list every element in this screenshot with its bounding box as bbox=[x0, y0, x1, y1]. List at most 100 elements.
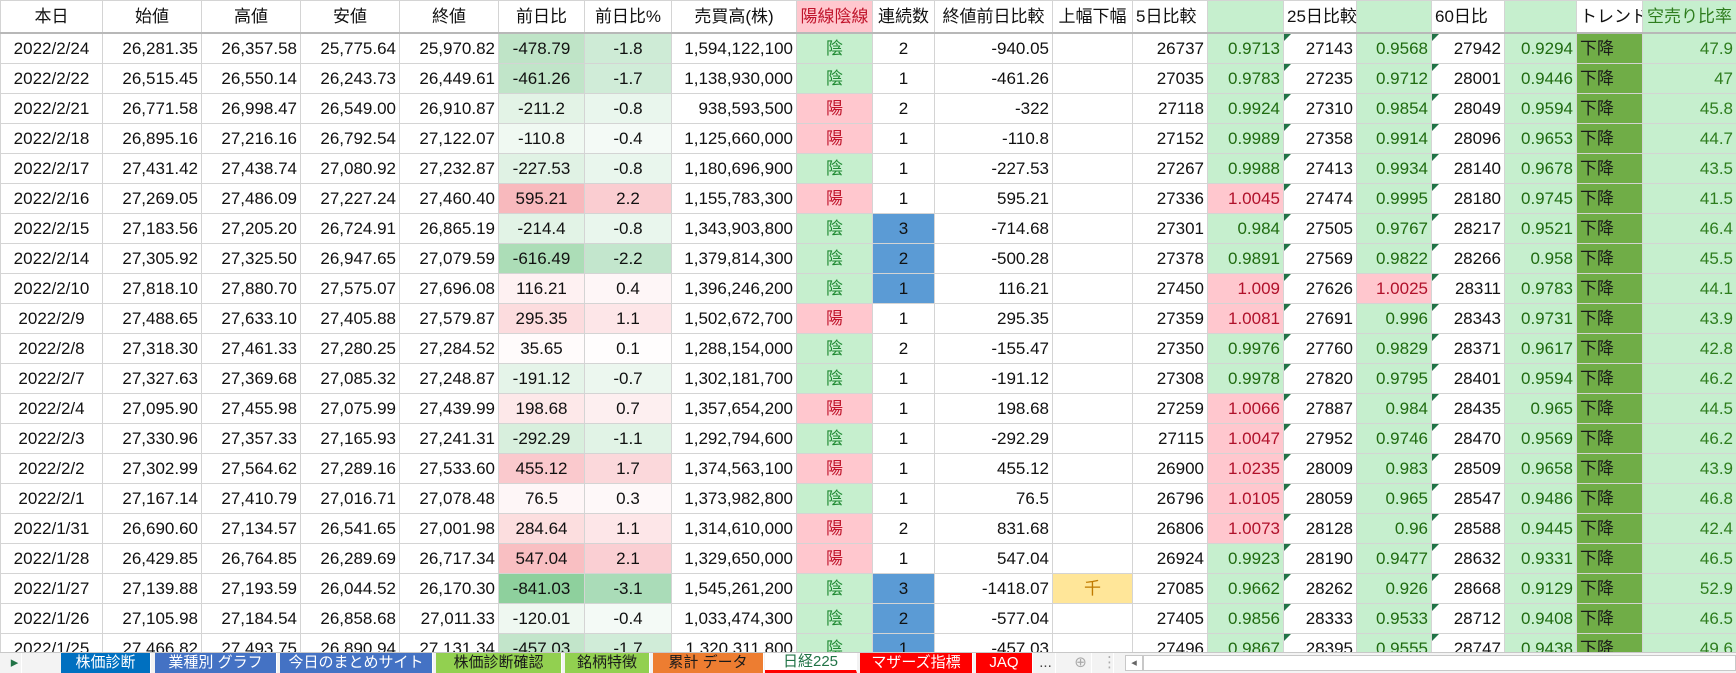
cell-close[interactable]: 27,248.87 bbox=[400, 364, 499, 394]
cell-streak[interactable]: 1 bbox=[873, 634, 935, 653]
cell-60day-ratio[interactable]: 0.9438 bbox=[1505, 634, 1577, 653]
cell-volume[interactable]: 1,502,672,700 bbox=[672, 304, 797, 334]
cell-close[interactable]: 27,001.98 bbox=[400, 514, 499, 544]
cell-5day-ratio[interactable]: 0.9783 bbox=[1208, 64, 1284, 94]
cell-high[interactable]: 27,134.57 bbox=[202, 514, 301, 544]
cell-25day-ratio[interactable]: 0.9795 bbox=[1357, 364, 1432, 394]
cell-5day-ratio[interactable]: 1.0105 bbox=[1208, 484, 1284, 514]
splitter-handle-icon[interactable]: ⋮ bbox=[1102, 653, 1114, 673]
cell-trend[interactable]: 下降 bbox=[1577, 364, 1643, 394]
cell-change[interactable]: -841.03 bbox=[499, 574, 585, 604]
cell-25day-ratio[interactable]: 0.996 bbox=[1357, 304, 1432, 334]
cell-candle[interactable]: 陽 bbox=[797, 304, 873, 334]
cell-change[interactable]: -616.49 bbox=[499, 244, 585, 274]
cell-5day-compare[interactable]: 27359 bbox=[1133, 304, 1208, 334]
cell-60day-ratio[interactable]: 0.958 bbox=[1505, 244, 1577, 274]
cell-25day-compare[interactable]: 27626 bbox=[1284, 274, 1357, 304]
cell-close[interactable]: 27,078.48 bbox=[400, 484, 499, 514]
cell-low[interactable]: 27,405.88 bbox=[301, 304, 400, 334]
cell-range[interactable] bbox=[1053, 334, 1133, 364]
sheet-tab-4[interactable]: 株価診断確認 bbox=[436, 653, 562, 673]
column-header-25day-compare[interactable]: 25日比較 bbox=[1284, 1, 1357, 34]
cell-5day-compare[interactable]: 27267 bbox=[1133, 154, 1208, 184]
cell-date[interactable]: 2022/2/21 bbox=[1, 94, 103, 124]
cell-5day-compare[interactable]: 27152 bbox=[1133, 124, 1208, 154]
cell-short-ratio[interactable]: 43.9 bbox=[1643, 454, 1736, 484]
cell-short-ratio[interactable]: 52.9 bbox=[1643, 574, 1736, 604]
cell-candle[interactable]: 陰 bbox=[797, 484, 873, 514]
cell-60day-compare[interactable]: 28049 bbox=[1432, 94, 1505, 124]
cell-close[interactable]: 25,970.82 bbox=[400, 33, 499, 64]
column-header-25day-ratio[interactable] bbox=[1357, 1, 1432, 34]
cell-volume[interactable]: 1,125,660,000 bbox=[672, 124, 797, 154]
cell-candle[interactable]: 陰 bbox=[797, 364, 873, 394]
cell-5day-compare[interactable]: 27115 bbox=[1133, 424, 1208, 454]
cell-high[interactable]: 26,550.14 bbox=[202, 64, 301, 94]
cell-close-compare[interactable]: 76.5 bbox=[935, 484, 1053, 514]
cell-volume[interactable]: 1,180,696,900 bbox=[672, 154, 797, 184]
cell-candle[interactable]: 陽 bbox=[797, 184, 873, 214]
cell-5day-ratio[interactable]: 0.9978 bbox=[1208, 364, 1284, 394]
cell-high[interactable]: 26,764.85 bbox=[202, 544, 301, 574]
cell-change[interactable]: 35.65 bbox=[499, 334, 585, 364]
column-header-candle[interactable]: 陽線陰線 bbox=[797, 1, 873, 34]
cell-change-pct[interactable]: 0.3 bbox=[585, 484, 672, 514]
cell-change-pct[interactable]: -0.8 bbox=[585, 154, 672, 184]
cell-date[interactable]: 2022/2/18 bbox=[1, 124, 103, 154]
cell-trend[interactable]: 下降 bbox=[1577, 64, 1643, 94]
cell-25day-ratio[interactable]: 0.926 bbox=[1357, 574, 1432, 604]
cell-streak[interactable]: 3 bbox=[873, 214, 935, 244]
cell-5day-ratio[interactable]: 0.9923 bbox=[1208, 544, 1284, 574]
cell-short-ratio[interactable]: 46.8 bbox=[1643, 484, 1736, 514]
cell-change[interactable]: 295.35 bbox=[499, 304, 585, 334]
cell-60day-ratio[interactable]: 0.9445 bbox=[1505, 514, 1577, 544]
cell-close-compare[interactable]: -577.04 bbox=[935, 604, 1053, 634]
cell-range[interactable] bbox=[1053, 274, 1133, 304]
cell-close-compare[interactable]: 198.68 bbox=[935, 394, 1053, 424]
cell-trend[interactable]: 下降 bbox=[1577, 124, 1643, 154]
cell-change-pct[interactable]: -0.4 bbox=[585, 124, 672, 154]
cell-low[interactable]: 26,792.54 bbox=[301, 124, 400, 154]
cell-close-compare[interactable]: -457.03 bbox=[935, 634, 1053, 653]
cell-volume[interactable]: 1,320,311,800 bbox=[672, 634, 797, 653]
cell-streak[interactable]: 1 bbox=[873, 154, 935, 184]
cell-5day-compare[interactable]: 27085 bbox=[1133, 574, 1208, 604]
cell-5day-compare[interactable]: 27308 bbox=[1133, 364, 1208, 394]
cell-close-compare[interactable]: -110.8 bbox=[935, 124, 1053, 154]
cell-streak[interactable]: 1 bbox=[873, 424, 935, 454]
cell-change[interactable]: 198.68 bbox=[499, 394, 585, 424]
cell-close-compare[interactable]: 831.68 bbox=[935, 514, 1053, 544]
cell-60day-compare[interactable]: 27942 bbox=[1432, 33, 1505, 64]
cell-date[interactable]: 2022/2/4 bbox=[1, 394, 103, 424]
cell-range[interactable] bbox=[1053, 184, 1133, 214]
cell-open[interactable]: 27,431.42 bbox=[103, 154, 202, 184]
cell-low[interactable]: 26,243.73 bbox=[301, 64, 400, 94]
cell-25day-ratio[interactable]: 0.9555 bbox=[1357, 634, 1432, 653]
cell-trend[interactable]: 下降 bbox=[1577, 394, 1643, 424]
cell-short-ratio[interactable]: 43.5 bbox=[1643, 154, 1736, 184]
cell-candle[interactable]: 陰 bbox=[797, 574, 873, 604]
cell-open[interactable]: 27,095.90 bbox=[103, 394, 202, 424]
cell-open[interactable]: 26,771.58 bbox=[103, 94, 202, 124]
cell-close-compare[interactable]: -500.28 bbox=[935, 244, 1053, 274]
cell-25day-compare[interactable]: 27413 bbox=[1284, 154, 1357, 184]
sheet-tab-6[interactable]: 累計 データ bbox=[653, 653, 764, 673]
cell-60day-compare[interactable]: 28096 bbox=[1432, 124, 1505, 154]
cell-date[interactable]: 2022/2/1 bbox=[1, 484, 103, 514]
cell-change-pct[interactable]: -1.8 bbox=[585, 33, 672, 64]
cell-60day-compare[interactable]: 28266 bbox=[1432, 244, 1505, 274]
cell-close[interactable]: 26,910.87 bbox=[400, 94, 499, 124]
cell-streak[interactable]: 2 bbox=[873, 94, 935, 124]
cell-volume[interactable]: 1,545,261,200 bbox=[672, 574, 797, 604]
cell-date[interactable]: 2022/2/9 bbox=[1, 304, 103, 334]
cell-60day-ratio[interactable]: 0.9678 bbox=[1505, 154, 1577, 184]
cell-candle[interactable]: 陽 bbox=[797, 454, 873, 484]
cell-candle[interactable]: 陰 bbox=[797, 244, 873, 274]
cell-high[interactable]: 27,455.98 bbox=[202, 394, 301, 424]
cell-close[interactable]: 26,717.34 bbox=[400, 544, 499, 574]
cell-close-compare[interactable]: 116.21 bbox=[935, 274, 1053, 304]
cell-open[interactable]: 27,167.14 bbox=[103, 484, 202, 514]
cell-change-pct[interactable]: -1.7 bbox=[585, 634, 672, 653]
cell-60day-compare[interactable]: 28217 bbox=[1432, 214, 1505, 244]
cell-close[interactable]: 27,079.59 bbox=[400, 244, 499, 274]
